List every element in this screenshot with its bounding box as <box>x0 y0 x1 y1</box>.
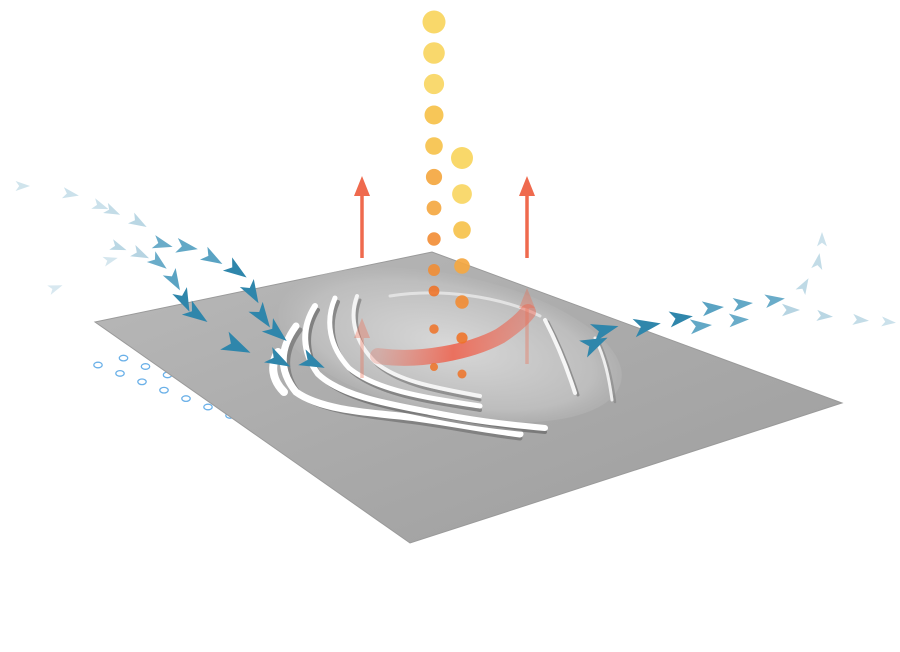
flow-arrowhead <box>220 331 251 353</box>
particle <box>425 137 443 155</box>
particle-layer <box>422 10 473 379</box>
heat-arrow-head <box>354 176 370 196</box>
terrain-plate <box>93 251 844 544</box>
flow-arrowhead <box>130 244 150 259</box>
particle <box>453 221 471 239</box>
flow-arrowhead <box>728 313 749 328</box>
particle <box>430 363 438 371</box>
particle <box>423 42 445 64</box>
flow-arrowhead <box>795 278 809 296</box>
middle-left-incoming-path <box>103 202 325 368</box>
grid-dot <box>93 361 103 369</box>
flow-arrowhead <box>764 294 785 308</box>
particle <box>428 285 440 297</box>
heat-arrow-layer <box>354 176 535 378</box>
flow-arrowhead <box>175 238 198 253</box>
heat-arrow <box>354 318 370 378</box>
particle <box>457 369 467 379</box>
grid-dot <box>159 386 169 394</box>
flow-arrowhead <box>811 253 823 271</box>
flow-arrowhead <box>109 239 127 251</box>
flow-arrowhead <box>103 202 121 215</box>
outgoing-right-path <box>579 232 896 358</box>
flow-arrowhead <box>102 256 118 267</box>
flow-arrowhead <box>151 235 173 249</box>
flow-arrowhead <box>816 309 833 321</box>
flow-arrowhead <box>264 347 291 367</box>
flow-arrowhead <box>181 300 208 323</box>
far-left-faint-path <box>15 181 118 295</box>
flow-arrowhead <box>222 257 247 278</box>
flow-arrowhead <box>61 187 79 199</box>
flow-arrowhead <box>701 301 724 317</box>
particle <box>456 332 468 344</box>
flow-arrowhead <box>632 318 661 338</box>
grid-dot <box>181 395 191 403</box>
particle <box>423 73 445 95</box>
heat-arrow-head <box>519 176 535 196</box>
heat-arrow <box>519 176 535 258</box>
heat-arrow <box>354 176 370 258</box>
heat-arrow <box>519 288 535 364</box>
heat-arrow-head <box>519 288 535 308</box>
ridge-highlight <box>302 303 548 431</box>
particle <box>452 184 472 204</box>
flow-arrowhead <box>668 311 693 328</box>
flow-arrowhead <box>172 287 190 312</box>
flow-arrowhead <box>852 313 869 325</box>
flow-arrowhead <box>782 303 800 317</box>
particle <box>426 200 442 216</box>
flow-arrowhead <box>127 212 147 227</box>
particle <box>428 264 440 276</box>
ridge-shadow <box>596 338 617 404</box>
ridge-highlight <box>543 318 577 395</box>
grid-dot <box>140 363 151 370</box>
heat-arrow-head <box>354 318 370 338</box>
grid-dot <box>118 354 129 362</box>
flow-arrowhead <box>298 349 325 368</box>
ridge-highlight <box>327 295 483 409</box>
particle <box>427 232 441 246</box>
grid-dot <box>203 403 213 411</box>
flow-arrowhead <box>15 181 30 191</box>
flow-arrowhead <box>579 337 608 358</box>
flow-arrowhead <box>199 246 223 264</box>
flow-arrowhead <box>689 319 712 335</box>
flow-arrowhead <box>881 316 896 327</box>
upper-left-incoming-path <box>109 239 291 367</box>
flow-arrowhead <box>239 278 259 304</box>
particle <box>422 10 446 34</box>
particle <box>429 324 439 334</box>
flow-arrowhead <box>261 318 287 341</box>
particle <box>455 295 469 309</box>
flow-arrowhead <box>732 297 753 312</box>
flow-arrowhead <box>590 324 619 343</box>
grid-dot <box>137 378 147 386</box>
flow-arrowhead <box>162 267 180 291</box>
particle <box>425 168 443 186</box>
grid-dot <box>115 369 125 377</box>
particle <box>451 147 473 169</box>
particle <box>424 105 444 125</box>
flow-arrowhead <box>47 285 63 295</box>
left-column <box>422 10 446 371</box>
flow-arrowhead <box>817 232 827 247</box>
flow-arrowhead <box>91 198 109 210</box>
heat-band <box>370 304 536 366</box>
ridge-shadow <box>307 308 547 434</box>
flow-arrowhead <box>146 251 167 269</box>
particle <box>454 258 470 274</box>
flow-arrowhead <box>248 301 271 328</box>
airflow-arrow-layer <box>15 181 896 368</box>
right-column <box>451 147 473 379</box>
